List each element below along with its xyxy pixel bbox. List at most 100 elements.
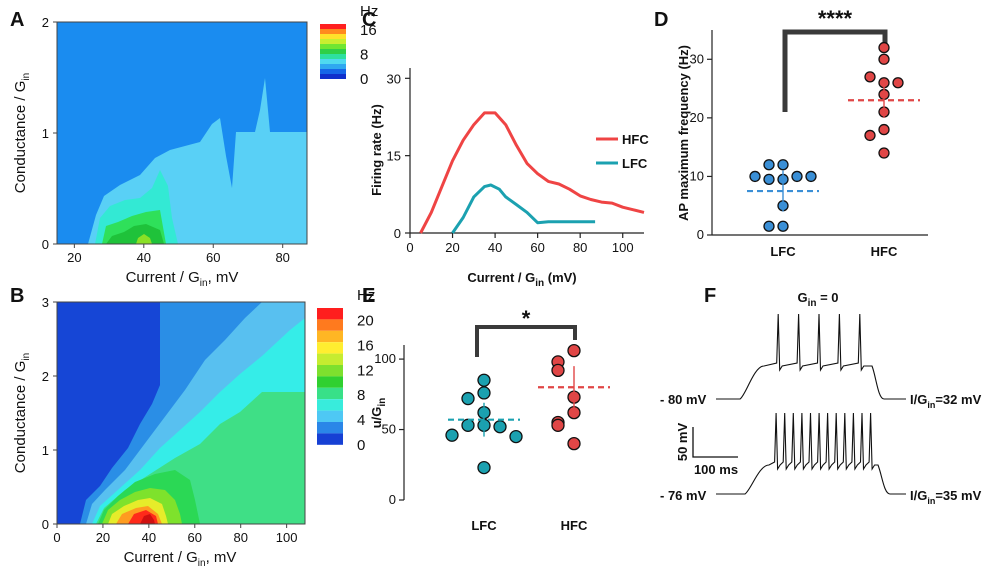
- data-point-lfc: [791, 170, 803, 183]
- data-point-lfc: [509, 429, 523, 444]
- heat-a-level-6: [136, 234, 152, 244]
- panel-e-significance: *: [522, 306, 531, 331]
- colorbar-tick-label: 4: [357, 412, 365, 429]
- panel-e-significance-bracket: [475, 325, 577, 357]
- y-tick-label: 0: [389, 492, 396, 507]
- y-tick-label: 20: [690, 110, 704, 125]
- y-tick-label: 0: [42, 517, 49, 532]
- data-point-hfc: [892, 77, 904, 89]
- x-tick-label: 40: [488, 240, 502, 255]
- panel-e-ticks: 0 50 100: [374, 351, 404, 507]
- data-point-lfc: [805, 170, 817, 183]
- colorbar-tick-label: 16: [360, 22, 377, 39]
- x-tick-label: 20: [96, 530, 110, 545]
- scale-bar-time-label: 100 ms: [694, 462, 738, 477]
- data-point-lfc: [477, 373, 491, 387]
- data-point-lfc: [763, 173, 775, 186]
- panel-d: D 0 10 20 30 AP maximum frequency (Hz) ****…: [654, 6, 928, 259]
- x-tick-label: 100: [612, 240, 634, 255]
- panel-f-label: F: [704, 285, 716, 307]
- x-tick-label: 20: [445, 240, 459, 255]
- x-tick-label: 0: [53, 530, 60, 545]
- panel-c-lines: [419, 111, 645, 234]
- colorbar-tick-label: 20: [357, 312, 374, 329]
- x-tick-label: 60: [530, 240, 544, 255]
- x-tick-label: 100: [276, 530, 298, 545]
- data-point-lfc: [777, 220, 789, 232]
- x-tick-label: 80: [233, 530, 247, 545]
- x-tick-label: 60: [206, 250, 220, 265]
- colorbar-tick-label: 0: [360, 71, 368, 88]
- y-tick-label: 10: [690, 168, 704, 183]
- colorbar-tick-label: 16: [357, 337, 374, 354]
- y-tick-label: 0: [42, 237, 49, 252]
- colorbar-tick-label: 8: [360, 47, 368, 64]
- data-point-lfc: [477, 386, 491, 400]
- panel-b-xlabel: Current / Gin, mV: [124, 549, 237, 569]
- panel-c-label: C: [362, 9, 376, 31]
- colorbar-tick-label: 0: [357, 437, 365, 454]
- panel-e-label: E: [362, 285, 375, 307]
- panel-b-colorbar-unit: Hz: [357, 287, 375, 304]
- data-point-lfc: [477, 460, 491, 475]
- data-point-hfc: [878, 53, 890, 65]
- data-point-lfc: [777, 159, 789, 171]
- panel-e-category-hfc: HFC: [561, 518, 588, 533]
- data-point-hfc: [864, 71, 876, 83]
- y-tick-label: 3: [42, 295, 49, 310]
- panel-c-ylabel: Firing rate (Hz): [369, 104, 384, 196]
- trace-1-stim-label: I/Gin=32 mV: [910, 392, 982, 410]
- y-tick-label: 50: [382, 422, 396, 437]
- panel-e-ylabel: u/Gin: [369, 398, 388, 429]
- panel-b-heatmap: [57, 302, 305, 524]
- data-point-hfc: [551, 363, 565, 378]
- panel-d-significance: ****: [818, 6, 853, 31]
- panel-e-points: [445, 343, 610, 475]
- x-tick-label: 40: [142, 530, 156, 545]
- panel-c-xlabel: Current / Gin (mV): [467, 270, 576, 289]
- panel-d-significance-bracket: [782, 29, 888, 112]
- panel-b-label: B: [10, 285, 24, 307]
- x-tick-label: 80: [573, 240, 587, 255]
- panel-d-ylabel: AP maximum frequency (Hz): [676, 45, 691, 221]
- y-tick-label: 1: [42, 126, 49, 141]
- data-point-hfc: [864, 129, 876, 142]
- data-point-lfc: [461, 418, 475, 432]
- x-tick-label: 40: [137, 250, 151, 265]
- y-tick-label: 0: [394, 226, 401, 241]
- colorbar-tick-label: 12: [357, 362, 374, 379]
- y-tick-label: 30: [387, 71, 401, 86]
- legend-hfc-label: HFC: [622, 132, 649, 147]
- trace-2-stim-label: I/Gin=35 mV: [910, 488, 982, 506]
- colorbar-tick-label: 8: [357, 387, 365, 404]
- panel-b-frame: [56, 301, 306, 525]
- data-point-hfc: [567, 343, 581, 358]
- data-point-lfc: [493, 420, 507, 434]
- panel-a-heatmap: [57, 22, 307, 244]
- series-line-hfc: [419, 111, 645, 234]
- scale-bar-voltage-label: 50 mV: [675, 423, 690, 462]
- y-tick-label: 2: [42, 369, 49, 384]
- heat-b-level-11: [140, 514, 155, 524]
- data-point-lfc: [749, 170, 761, 183]
- trace-1-rest-label: - 80 mV: [660, 392, 707, 407]
- panel-b-colorbar-ticks: 0 4 8 12 16 20: [357, 312, 374, 454]
- panel-b-ylabel: Conductance / Gin: [12, 353, 32, 473]
- panel-d-points: [747, 41, 920, 232]
- series-line-lfc: [451, 183, 596, 234]
- data-point-hfc: [878, 123, 890, 136]
- data-point-hfc: [567, 436, 581, 451]
- y-tick-label: 1: [42, 443, 49, 458]
- panel-d-category-hfc: HFC: [871, 244, 898, 259]
- panel-a-label: A: [10, 9, 24, 31]
- panel-b-colorbar: Hz 0 4 8 12 16 20: [317, 287, 375, 454]
- x-tick-label: 20: [67, 250, 81, 265]
- panel-f: F Gin = 0 - 80 mV - 76 mV I/Gin=32 mV I/…: [660, 285, 982, 506]
- data-point-lfc: [461, 391, 475, 406]
- y-tick-label: 0: [697, 227, 704, 242]
- y-tick-label: 2: [42, 15, 49, 30]
- y-tick-label: 30: [690, 51, 704, 66]
